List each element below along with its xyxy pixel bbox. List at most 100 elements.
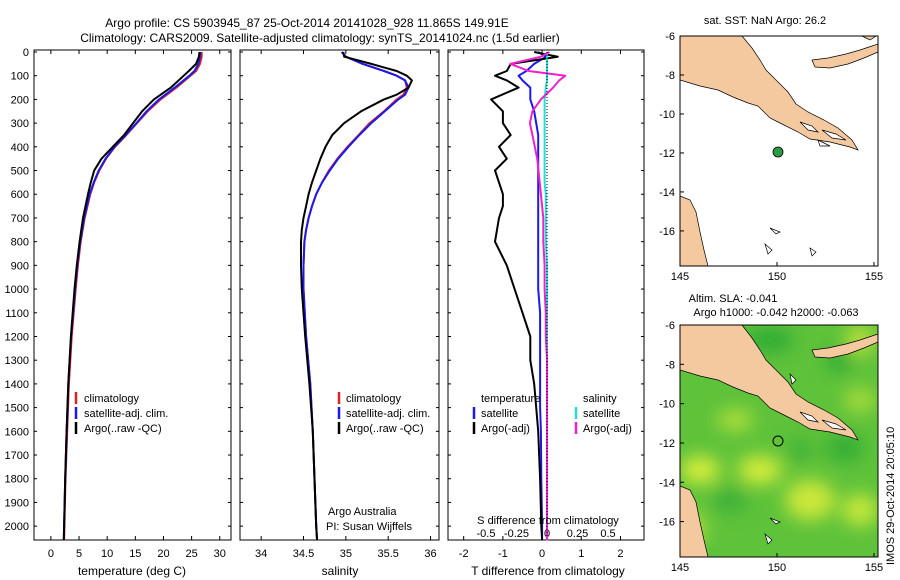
depth-tick-label: 1700 xyxy=(5,450,29,462)
lon-tick-label: 150 xyxy=(768,562,786,574)
x-tick-label: 36 xyxy=(424,548,436,560)
lat-tick-label: -8 xyxy=(665,359,675,371)
series-line-argo-raw-qc- xyxy=(300,51,413,541)
x-tick-label: 35.5 xyxy=(377,548,398,560)
legend-label-argo: Argo(..raw -QC) xyxy=(84,423,162,435)
island xyxy=(769,227,781,235)
x-tick-label: 30 xyxy=(214,548,226,560)
lat-tick-label: -14 xyxy=(659,477,675,489)
depth-tick-label: 1600 xyxy=(5,426,29,438)
lon-tick-label: 155 xyxy=(865,271,883,283)
bottom-map-frame xyxy=(679,324,879,558)
temperature-x-axis: 0 5 10 15 20 25 30 xyxy=(48,50,226,560)
x-tick-label: 20 xyxy=(157,548,169,560)
depth-tick-label: 500 xyxy=(11,166,29,178)
top-map-title: sat. SST: NaN Argo: 26.2 xyxy=(704,15,826,27)
x-tick-label: 25 xyxy=(185,548,197,560)
lat-tick-label: -14 xyxy=(659,187,675,199)
land-cape-york xyxy=(680,485,709,557)
x-tick-label: 0 xyxy=(539,548,545,560)
legend-title-temperature: temperature xyxy=(481,393,540,405)
legend-label-argo: Argo(..raw -QC) xyxy=(346,423,424,435)
lat-tick-label: -10 xyxy=(659,399,675,411)
temperature-lines xyxy=(62,51,203,541)
x-tick-label: -1 xyxy=(498,548,508,560)
lon-tick-label: 145 xyxy=(671,271,689,283)
difference-x-axis: -2 -1 0 1 2-0.5 -0.25 0 0.25 0.5 xyxy=(459,50,624,560)
island xyxy=(769,517,781,525)
depth-tick-label: 400 xyxy=(11,142,29,154)
x-tick-label: 34.5 xyxy=(293,548,314,560)
island xyxy=(789,372,797,385)
credit-argo-australia: Argo Australia xyxy=(328,506,397,518)
difference-legend: temperature salinity satellite Argo(-adj… xyxy=(472,393,632,527)
depth-tick-label: 0 xyxy=(23,47,29,59)
bottom-map xyxy=(680,325,878,557)
depth-tick-label: 100 xyxy=(11,71,29,83)
s-tick-label: -0.5 xyxy=(477,528,496,540)
s-tick-label: 0.5 xyxy=(600,528,615,540)
salinity-legend: climatology satellite-adj. clim. Argo(..… xyxy=(326,392,430,533)
lon-tick-label: 145 xyxy=(671,562,689,574)
depth-tick-label: 1400 xyxy=(5,379,29,391)
credit-pi: PI: Susan Wijffels xyxy=(326,521,412,533)
land-new-guinea xyxy=(680,36,859,151)
bottom-map-title-2: Argo h1000: -0.042 h2000: -0.063 xyxy=(693,307,858,319)
series-line-salinity-argo-adj- xyxy=(509,51,567,541)
difference-xlabel: T difference from climatology xyxy=(471,564,625,578)
lat-tick-label: -12 xyxy=(659,438,675,450)
legend-label-climatology: climatology xyxy=(346,393,402,405)
depth-tick-label: 700 xyxy=(11,213,29,225)
salinity-x-axis: 34 34.5 35 35.5 36 xyxy=(255,50,437,560)
x-tick-label: 34 xyxy=(255,548,267,560)
series-line-temperature-argo-adj- xyxy=(490,51,559,541)
x-tick-label: 1 xyxy=(578,548,584,560)
lon-tick-label: 150 xyxy=(768,271,786,283)
island xyxy=(799,411,820,423)
argo-position-marker xyxy=(772,146,784,158)
land-new-britain xyxy=(811,43,878,69)
x-tick-label: 15 xyxy=(129,548,141,560)
depth-tick-label: 300 xyxy=(11,118,29,130)
depth-tick-label: 1000 xyxy=(5,284,29,296)
island xyxy=(817,139,831,147)
island xyxy=(764,532,773,545)
legend-label-satellite: satellite-adj. clim. xyxy=(346,408,430,420)
series-line-argo-raw-qc- xyxy=(62,51,201,541)
island xyxy=(764,242,773,255)
salinity-lines xyxy=(300,51,413,541)
s-tick-label: 0.25 xyxy=(567,528,588,540)
land-new-ireland xyxy=(861,36,877,41)
depth-tick-label: 200 xyxy=(11,94,29,106)
s-tick-label: -0.25 xyxy=(504,528,529,540)
legend-label-s-satellite: satellite xyxy=(583,408,620,420)
lat-tick-label: -16 xyxy=(659,226,675,238)
x-tick-label: 10 xyxy=(101,548,113,560)
top-map-axes: -6 -8 -10 -12 -14 -16 145 150 155 xyxy=(659,31,883,283)
island xyxy=(821,129,847,141)
depth-tick-label: 1300 xyxy=(5,355,29,367)
depth-tick-label: 1800 xyxy=(5,474,29,486)
legend-label-t-argo: Argo(-adj) xyxy=(481,423,530,435)
x-tick-label: 5 xyxy=(76,548,82,560)
title-line-2: Climatology: CARS2009. Satellite-adjuste… xyxy=(80,31,560,45)
lat-tick-label: -8 xyxy=(665,70,675,82)
top-map xyxy=(680,36,878,266)
lat-tick-label: -10 xyxy=(659,109,675,121)
argo-position-marker xyxy=(772,435,784,447)
depth-tick-label: 600 xyxy=(11,189,29,201)
salinity-panel-frame xyxy=(239,49,440,541)
sla-field xyxy=(680,325,878,548)
bottom-map-axes: -6 -8 -10 -12 -14 -16 145 150 155 xyxy=(659,320,883,574)
temperature-xlabel: temperature (deg C) xyxy=(78,564,186,578)
top-map-frame xyxy=(679,35,879,267)
lat-tick-label: -12 xyxy=(659,148,675,160)
land-new-britain xyxy=(811,333,878,359)
legend-label-climatology: climatology xyxy=(84,393,140,405)
legend-label-s-argo: Argo(-adj) xyxy=(583,423,632,435)
depth-tick-label: 2000 xyxy=(5,521,29,533)
bottom-map-title-1: Altim. SLA: -0.041 xyxy=(689,293,778,305)
s-difference-label: S difference from climatology xyxy=(477,515,619,527)
island xyxy=(799,121,820,133)
